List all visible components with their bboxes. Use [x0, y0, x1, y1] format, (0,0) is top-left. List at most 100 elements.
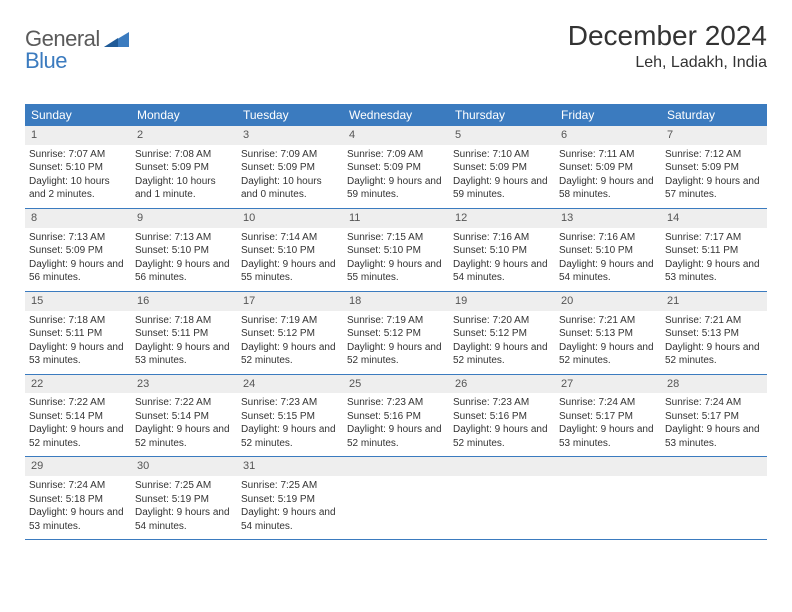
sunrise-text: Sunrise: 7:14 AM [241, 231, 339, 245]
day-sun-info: Sunrise: 7:13 AMSunset: 5:10 PMDaylight:… [135, 231, 233, 285]
day-number: 7 [661, 126, 767, 145]
daylight-text: Daylight: 9 hours and 55 minutes. [347, 258, 445, 285]
daylight-text: Daylight: 9 hours and 58 minutes. [559, 175, 657, 202]
sunrise-text: Sunrise: 7:21 AM [665, 314, 763, 328]
calendar-day-cell: 8Sunrise: 7:13 AMSunset: 5:09 PMDaylight… [25, 209, 131, 291]
sunrise-text: Sunrise: 7:23 AM [347, 396, 445, 410]
calendar-week-row: 22Sunrise: 7:22 AMSunset: 5:14 PMDayligh… [25, 375, 767, 458]
daylight-text: Daylight: 9 hours and 53 minutes. [135, 341, 233, 368]
calendar-day-cell: 20Sunrise: 7:21 AMSunset: 5:13 PMDayligh… [555, 292, 661, 374]
day-number: 2 [131, 126, 237, 145]
sunset-text: Sunset: 5:10 PM [29, 161, 127, 175]
day-number: 9 [131, 209, 237, 228]
calendar-day-cell: 28Sunrise: 7:24 AMSunset: 5:17 PMDayligh… [661, 375, 767, 457]
day-number: 21 [661, 292, 767, 311]
day-sun-info: Sunrise: 7:20 AMSunset: 5:12 PMDaylight:… [453, 314, 551, 368]
sunrise-text: Sunrise: 7:11 AM [559, 148, 657, 162]
calendar-body: 1 Sunrise: 7:07 AMSunset: 5:10 PMDaylight… [25, 126, 767, 540]
daylight-text: Daylight: 9 hours and 52 minutes. [665, 341, 763, 368]
calendar: SundayMondayTuesdayWednesdayThursdayFrid… [25, 104, 767, 540]
day-number: 12 [449, 209, 555, 228]
sunset-text: Sunset: 5:12 PM [347, 327, 445, 341]
sunset-text: Sunset: 5:09 PM [29, 244, 127, 258]
day-sun-info: Sunrise: 7:09 AMSunset: 5:09 PMDaylight:… [347, 148, 445, 202]
sunset-text: Sunset: 5:18 PM [29, 493, 127, 507]
sunrise-text: Sunrise: 7:23 AM [453, 396, 551, 410]
calendar-day-cell: 21 Sunrise: 7:21 AMSunset: 5:13 PMDayligh… [661, 292, 767, 374]
sunset-text: Sunset: 5:13 PM [559, 327, 657, 341]
weekday-header: Monday [131, 104, 237, 126]
daylight-text: Daylight: 9 hours and 52 minutes. [347, 423, 445, 450]
day-sun-info: Sunrise: 7:17 AMSunset: 5:11 PMDaylight:… [665, 231, 763, 285]
calendar-day-cell: 9 Sunrise: 7:13 AMSunset: 5:10 PMDaylight… [131, 209, 237, 291]
sunrise-text: Sunrise: 7:08 AM [135, 148, 233, 162]
daylight-text: Daylight: 9 hours and 59 minutes. [453, 175, 551, 202]
day-sun-info: Sunrise: 7:19 AMSunset: 5:12 PMDaylight:… [347, 314, 445, 368]
location: Leh, Ladakh, India [568, 54, 767, 72]
day-sun-info: Sunrise: 7:24 AMSunset: 5:17 PMDaylight:… [665, 396, 763, 450]
daylight-text: Daylight: 9 hours and 53 minutes. [665, 258, 763, 285]
sunrise-text: Sunrise: 7:12 AM [665, 148, 763, 162]
daylight-text: Daylight: 9 hours and 53 minutes. [29, 506, 127, 533]
day-number: 29 [25, 457, 131, 476]
day-number: 5 [449, 126, 555, 145]
calendar-empty-cell [343, 457, 449, 539]
day-number: 19 [449, 292, 555, 311]
day-sun-info: Sunrise: 7:12 AMSunset: 5:09 PMDaylight:… [665, 148, 763, 202]
day-number: 10 [237, 209, 343, 228]
day-sun-info: Sunrise: 7:11 AMSunset: 5:09 PMDaylight:… [559, 148, 657, 202]
daylight-text: Daylight: 9 hours and 53 minutes. [665, 423, 763, 450]
sunrise-text: Sunrise: 7:23 AM [241, 396, 339, 410]
day-number: 14 [661, 209, 767, 228]
calendar-day-cell: 10 Sunrise: 7:14 AMSunset: 5:10 PMDayligh… [237, 209, 343, 291]
sunset-text: Sunset: 5:10 PM [241, 244, 339, 258]
day-number: 3 [237, 126, 343, 145]
sunrise-text: Sunrise: 7:24 AM [559, 396, 657, 410]
calendar-day-cell: 3 Sunrise: 7:09 AMSunset: 5:09 PMDaylight… [237, 126, 343, 208]
calendar-day-cell: 27 Sunrise: 7:24 AMSunset: 5:17 PMDayligh… [555, 375, 661, 457]
sunrise-text: Sunrise: 7:20 AM [453, 314, 551, 328]
day-number: 26 [449, 375, 555, 394]
calendar-day-cell: 13Sunrise: 7:16 AMSunset: 5:10 PMDayligh… [555, 209, 661, 291]
day-sun-info: Sunrise: 7:07 AMSunset: 5:10 PMDaylight:… [29, 148, 127, 202]
daylight-text: Daylight: 9 hours and 54 minutes. [241, 506, 339, 533]
sunset-text: Sunset: 5:09 PM [665, 161, 763, 175]
sunset-text: Sunset: 5:13 PM [665, 327, 763, 341]
day-sun-info: Sunrise: 7:14 AMSunset: 5:10 PMDaylight:… [241, 231, 339, 285]
weekday-header: Tuesday [237, 104, 343, 126]
day-sun-info: Sunrise: 7:19 AMSunset: 5:12 PMDaylight:… [241, 314, 339, 368]
day-number: 25 [343, 375, 449, 394]
day-number-empty [449, 457, 555, 476]
sunrise-text: Sunrise: 7:22 AM [29, 396, 127, 410]
calendar-day-cell: 18 Sunrise: 7:19 AMSunset: 5:12 PMDayligh… [343, 292, 449, 374]
sunrise-text: Sunrise: 7:18 AM [29, 314, 127, 328]
day-number: 17 [237, 292, 343, 311]
daylight-text: Daylight: 9 hours and 52 minutes. [241, 341, 339, 368]
day-number: 11 [343, 209, 449, 228]
sunset-text: Sunset: 5:09 PM [241, 161, 339, 175]
sunrise-text: Sunrise: 7:19 AM [241, 314, 339, 328]
day-sun-info: Sunrise: 7:09 AMSunset: 5:09 PMDaylight:… [241, 148, 339, 202]
daylight-text: Daylight: 9 hours and 52 minutes. [135, 423, 233, 450]
day-number: 31 [237, 457, 343, 476]
daylight-text: Daylight: 9 hours and 53 minutes. [559, 423, 657, 450]
sunset-text: Sunset: 5:17 PM [559, 410, 657, 424]
sunset-text: Sunset: 5:09 PM [347, 161, 445, 175]
day-number: 4 [343, 126, 449, 145]
day-number: 27 [555, 375, 661, 394]
day-number: 15 [25, 292, 131, 311]
day-number: 23 [131, 375, 237, 394]
weekday-header: Sunday [25, 104, 131, 126]
day-number: 24 [237, 375, 343, 394]
day-number: 18 [343, 292, 449, 311]
month-title: December 2024 [568, 20, 767, 52]
day-number: 20 [555, 292, 661, 311]
day-number: 1 [25, 126, 131, 145]
day-number-empty [555, 457, 661, 476]
day-number-empty [343, 457, 449, 476]
sunset-text: Sunset: 5:09 PM [453, 161, 551, 175]
day-sun-info: Sunrise: 7:15 AMSunset: 5:10 PMDaylight:… [347, 231, 445, 285]
daylight-text: Daylight: 9 hours and 55 minutes. [241, 258, 339, 285]
calendar-empty-cell [661, 457, 767, 539]
day-sun-info: Sunrise: 7:16 AMSunset: 5:10 PMDaylight:… [559, 231, 657, 285]
